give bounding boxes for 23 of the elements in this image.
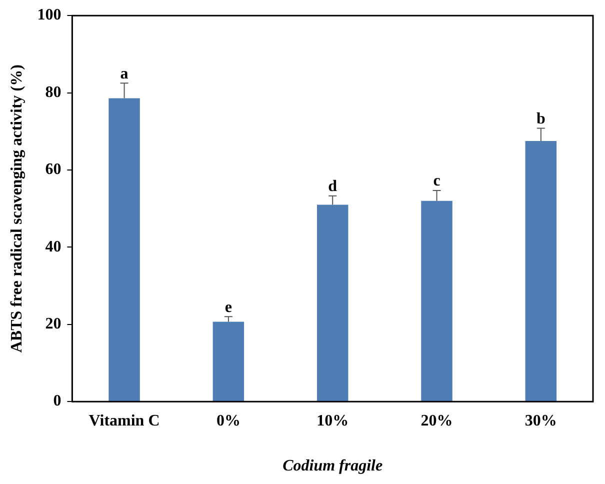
x-tick-label: 30% [524,412,557,430]
y-tick-label: 80 [45,84,62,101]
x-tick-label: 20% [420,412,453,430]
x-tick-label: Vitamin C [88,412,160,430]
bar [316,204,348,402]
y-tick-label: 0 [53,392,62,410]
bar [525,141,557,402]
y-tick-label: 100 [37,6,62,24]
bar [421,200,452,402]
annotation: e [224,298,232,316]
x-axis-title: Codium fragile [282,458,383,475]
annotation: c [433,172,440,190]
x-tick-label: 0% [216,412,240,430]
annotation: a [120,65,128,82]
bar [108,98,140,402]
y-tick-label: 20 [45,316,62,333]
y-tick-label: 60 [45,161,62,178]
x-tick-label: 10% [316,412,349,430]
y-axis-title: ABTS free radical scavenging activity (%) [8,64,26,353]
annotation: d [328,178,338,196]
annotation: b [536,110,546,128]
bar [212,322,244,402]
y-tick-label: 40 [45,238,62,256]
